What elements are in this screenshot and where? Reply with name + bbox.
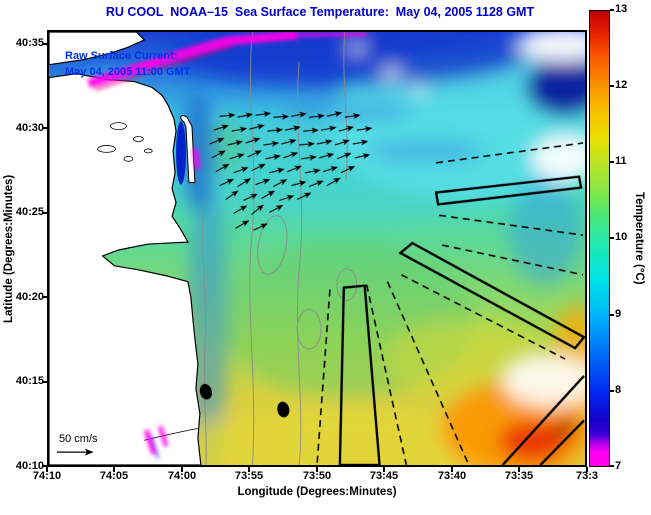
scale-arrow-icon — [56, 448, 94, 456]
y-tick-label: 40:30 — [15, 122, 44, 134]
y-tick — [42, 381, 47, 383]
overlay-current-caption: Raw Surface Current: — [65, 50, 178, 62]
figure-title: RU COOL NOAA–15 Sea Surface Temperature:… — [105, 5, 535, 19]
map-plot: Raw Surface Current: May 04, 2005 11:00 … — [47, 30, 587, 467]
x-tick-label: 74:05 — [99, 470, 129, 482]
colorbar-tick — [610, 465, 614, 467]
colorbar-tick — [610, 85, 614, 87]
y-tick-label: 40:35 — [15, 37, 44, 49]
colorbar-tick-label: 13 — [615, 3, 628, 15]
colorbar-tick — [610, 237, 614, 239]
cold-water-bands — [87, 32, 367, 459]
x-tick-label: 73:55 — [234, 470, 264, 482]
y-axis-label: Latitude (Degrees:Minutes) — [3, 174, 15, 323]
y-tick — [42, 212, 47, 214]
x-tick-label: 73:35 — [504, 470, 534, 482]
colorbar-tick-label: 7 — [615, 460, 622, 472]
colorbar-tick — [610, 314, 614, 316]
x-tick-label: 74:10 — [32, 470, 62, 482]
colorbar-gradient — [589, 10, 610, 467]
colorbar-tick-label: 11 — [615, 155, 627, 167]
station-dots — [199, 383, 290, 418]
dashed-lines — [316, 142, 584, 465]
survey-boxes — [338, 175, 585, 465]
x-axis-label: Longitude (Degrees:Minutes) — [237, 486, 397, 498]
y-tick-label: 40:25 — [15, 206, 44, 218]
colorbar-label: Temperature (°C) — [633, 192, 645, 285]
x-tick — [451, 467, 453, 472]
land — [49, 32, 202, 465]
bay-channel — [176, 121, 186, 185]
x-tick — [248, 467, 250, 472]
y-tick-label: 40:20 — [15, 291, 44, 303]
x-tick — [113, 467, 115, 472]
scale-label: 50 cm/s — [59, 433, 98, 445]
x-tick-label: 73:40 — [437, 470, 467, 482]
sst-map — [49, 32, 585, 465]
x-tick-label: 73:3 — [575, 470, 599, 482]
colorbar-tick — [610, 9, 614, 11]
x-tick — [383, 467, 385, 472]
ponds — [97, 122, 198, 441]
x-tick — [181, 467, 183, 472]
y-tick-label: 40:10 — [15, 460, 44, 472]
colorbar-tick-label: 9 — [615, 308, 622, 320]
overlay-current-time: May 04, 2005 11:00 GMT — [65, 66, 191, 78]
x-tick-label: 74:00 — [167, 470, 197, 482]
x-tick — [586, 467, 588, 472]
x-tick-label: 73:45 — [369, 470, 399, 482]
sandy-hook-spit — [180, 115, 196, 184]
x-tick — [518, 467, 520, 472]
y-tick — [42, 465, 47, 467]
y-tick-label: 40:15 — [15, 375, 44, 387]
colorbar-tick — [610, 161, 614, 163]
x-tick-label: 73:50 — [302, 470, 332, 482]
colorbar-tick-label: 12 — [615, 79, 628, 91]
y-tick — [42, 296, 47, 298]
x-tick — [46, 467, 48, 472]
colorbar-tick — [610, 390, 614, 392]
y-tick — [42, 43, 47, 45]
cloud-patches — [347, 32, 585, 407]
x-tick — [316, 467, 318, 472]
colorbar-tick-label: 10 — [615, 231, 628, 243]
colorbar-tick-label: 8 — [615, 384, 622, 396]
y-tick — [42, 127, 47, 129]
